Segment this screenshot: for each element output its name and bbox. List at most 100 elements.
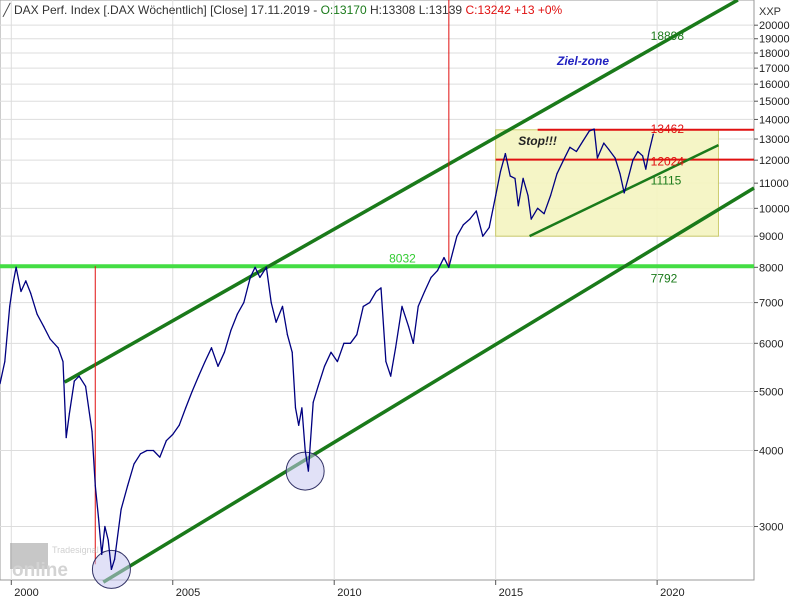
price-point xyxy=(243,301,245,304)
y-tick-label: 13000 xyxy=(759,134,790,146)
price-point xyxy=(15,266,17,268)
y-tick-label: 15000 xyxy=(759,96,790,108)
price-point xyxy=(159,456,161,458)
price-point xyxy=(236,313,238,315)
price-point xyxy=(562,159,565,161)
x-tick-label: 2020 xyxy=(660,587,684,599)
price-series xyxy=(0,128,654,571)
price-point xyxy=(49,338,51,340)
y-axis: 3000 4000 5000 6000 7000 8000 9000 10000 11000 12… xyxy=(754,20,790,533)
price-point xyxy=(110,568,113,571)
price-point xyxy=(12,283,14,285)
price-point xyxy=(298,424,300,426)
price-point xyxy=(114,558,116,560)
y-tick-label: 20000 xyxy=(759,20,790,32)
price-point xyxy=(495,194,497,197)
price-point xyxy=(0,383,1,385)
price-point xyxy=(323,365,326,367)
price-point xyxy=(582,140,584,142)
price-point xyxy=(204,360,206,363)
price-point xyxy=(317,385,319,387)
price-point xyxy=(537,207,539,209)
price-point xyxy=(645,168,647,170)
price-point xyxy=(101,553,103,555)
annotation-stop-: Stop!!! xyxy=(518,134,557,148)
price-point xyxy=(9,305,11,307)
low-circles xyxy=(91,451,325,589)
price-point xyxy=(517,205,519,207)
price-point xyxy=(249,276,251,279)
price-point xyxy=(84,385,87,387)
price-point xyxy=(152,449,154,452)
line-chart-icon: ╱ xyxy=(2,2,11,17)
vertical-lines xyxy=(94,0,450,565)
header-title: DAX Perf. Index [.DAX Wöchentlich] [Clos… xyxy=(14,3,321,17)
header-high: H:13308 xyxy=(370,3,416,17)
price-point xyxy=(509,175,511,177)
price-point xyxy=(527,194,529,197)
y-tick-label: 3000 xyxy=(759,521,783,533)
price-point xyxy=(407,325,410,327)
price-point xyxy=(394,347,397,349)
price-point xyxy=(588,130,590,132)
price-point xyxy=(57,347,59,349)
price-point xyxy=(25,280,27,282)
y-tick-label: 10000 xyxy=(759,203,790,215)
price-point xyxy=(191,390,193,393)
price-point xyxy=(362,305,364,307)
price-point xyxy=(197,375,200,377)
price-point xyxy=(575,150,577,153)
price-point xyxy=(652,133,654,135)
y-tick-label: 4000 xyxy=(759,445,783,457)
axis-id-label: XXP xyxy=(759,6,781,18)
header-close: C:13242 +13 +0% xyxy=(465,3,562,17)
watermark-top: Tradesignal xyxy=(52,545,99,555)
price-point xyxy=(230,329,232,332)
price-point xyxy=(120,508,122,511)
price-point xyxy=(356,334,358,336)
price-point xyxy=(286,334,288,336)
price-point xyxy=(499,170,502,173)
price-point xyxy=(330,351,332,353)
price-point xyxy=(42,325,45,327)
price-point xyxy=(482,235,484,237)
price-point xyxy=(475,210,477,212)
price-point xyxy=(165,440,167,442)
annotations: Ziel-zone Stop!!! 18898 13462 12024 11115 8032… xyxy=(389,29,684,285)
price-point xyxy=(632,159,634,161)
price-point xyxy=(569,146,571,148)
price-point xyxy=(380,287,382,289)
header-low: L:13139 xyxy=(419,3,463,17)
watermark-bottom: online xyxy=(12,560,68,581)
price-point xyxy=(412,342,414,344)
plot-frame xyxy=(0,0,755,581)
price-point xyxy=(223,351,226,353)
price-point xyxy=(65,436,67,439)
y-tick-label: 19000 xyxy=(759,34,790,46)
price-point xyxy=(78,375,80,377)
lower-channel-line xyxy=(102,186,755,584)
price-point xyxy=(210,347,213,349)
price-point xyxy=(343,342,345,344)
price-point xyxy=(97,517,100,519)
price-point xyxy=(619,173,621,175)
annotation-12024: 12024 xyxy=(651,155,685,169)
price-point xyxy=(301,407,303,409)
price-point xyxy=(94,485,96,487)
price-point xyxy=(469,218,471,220)
price-point xyxy=(36,313,38,315)
annotation-7792: 7792 xyxy=(651,272,678,286)
price-point xyxy=(349,342,351,344)
x-tick-label: 2015 xyxy=(499,587,523,599)
price-point xyxy=(430,276,432,279)
price-point xyxy=(608,148,610,150)
price-point xyxy=(385,360,387,363)
upper-channel-line xyxy=(63,0,739,384)
price-point xyxy=(259,276,261,279)
watermark: Tradesignal online xyxy=(10,543,99,581)
header-text: DAX Perf. Index [.DAX Wöchentlich] [Clos… xyxy=(14,3,563,17)
price-point xyxy=(448,266,450,268)
price-point xyxy=(304,449,306,452)
price-point xyxy=(291,351,293,353)
